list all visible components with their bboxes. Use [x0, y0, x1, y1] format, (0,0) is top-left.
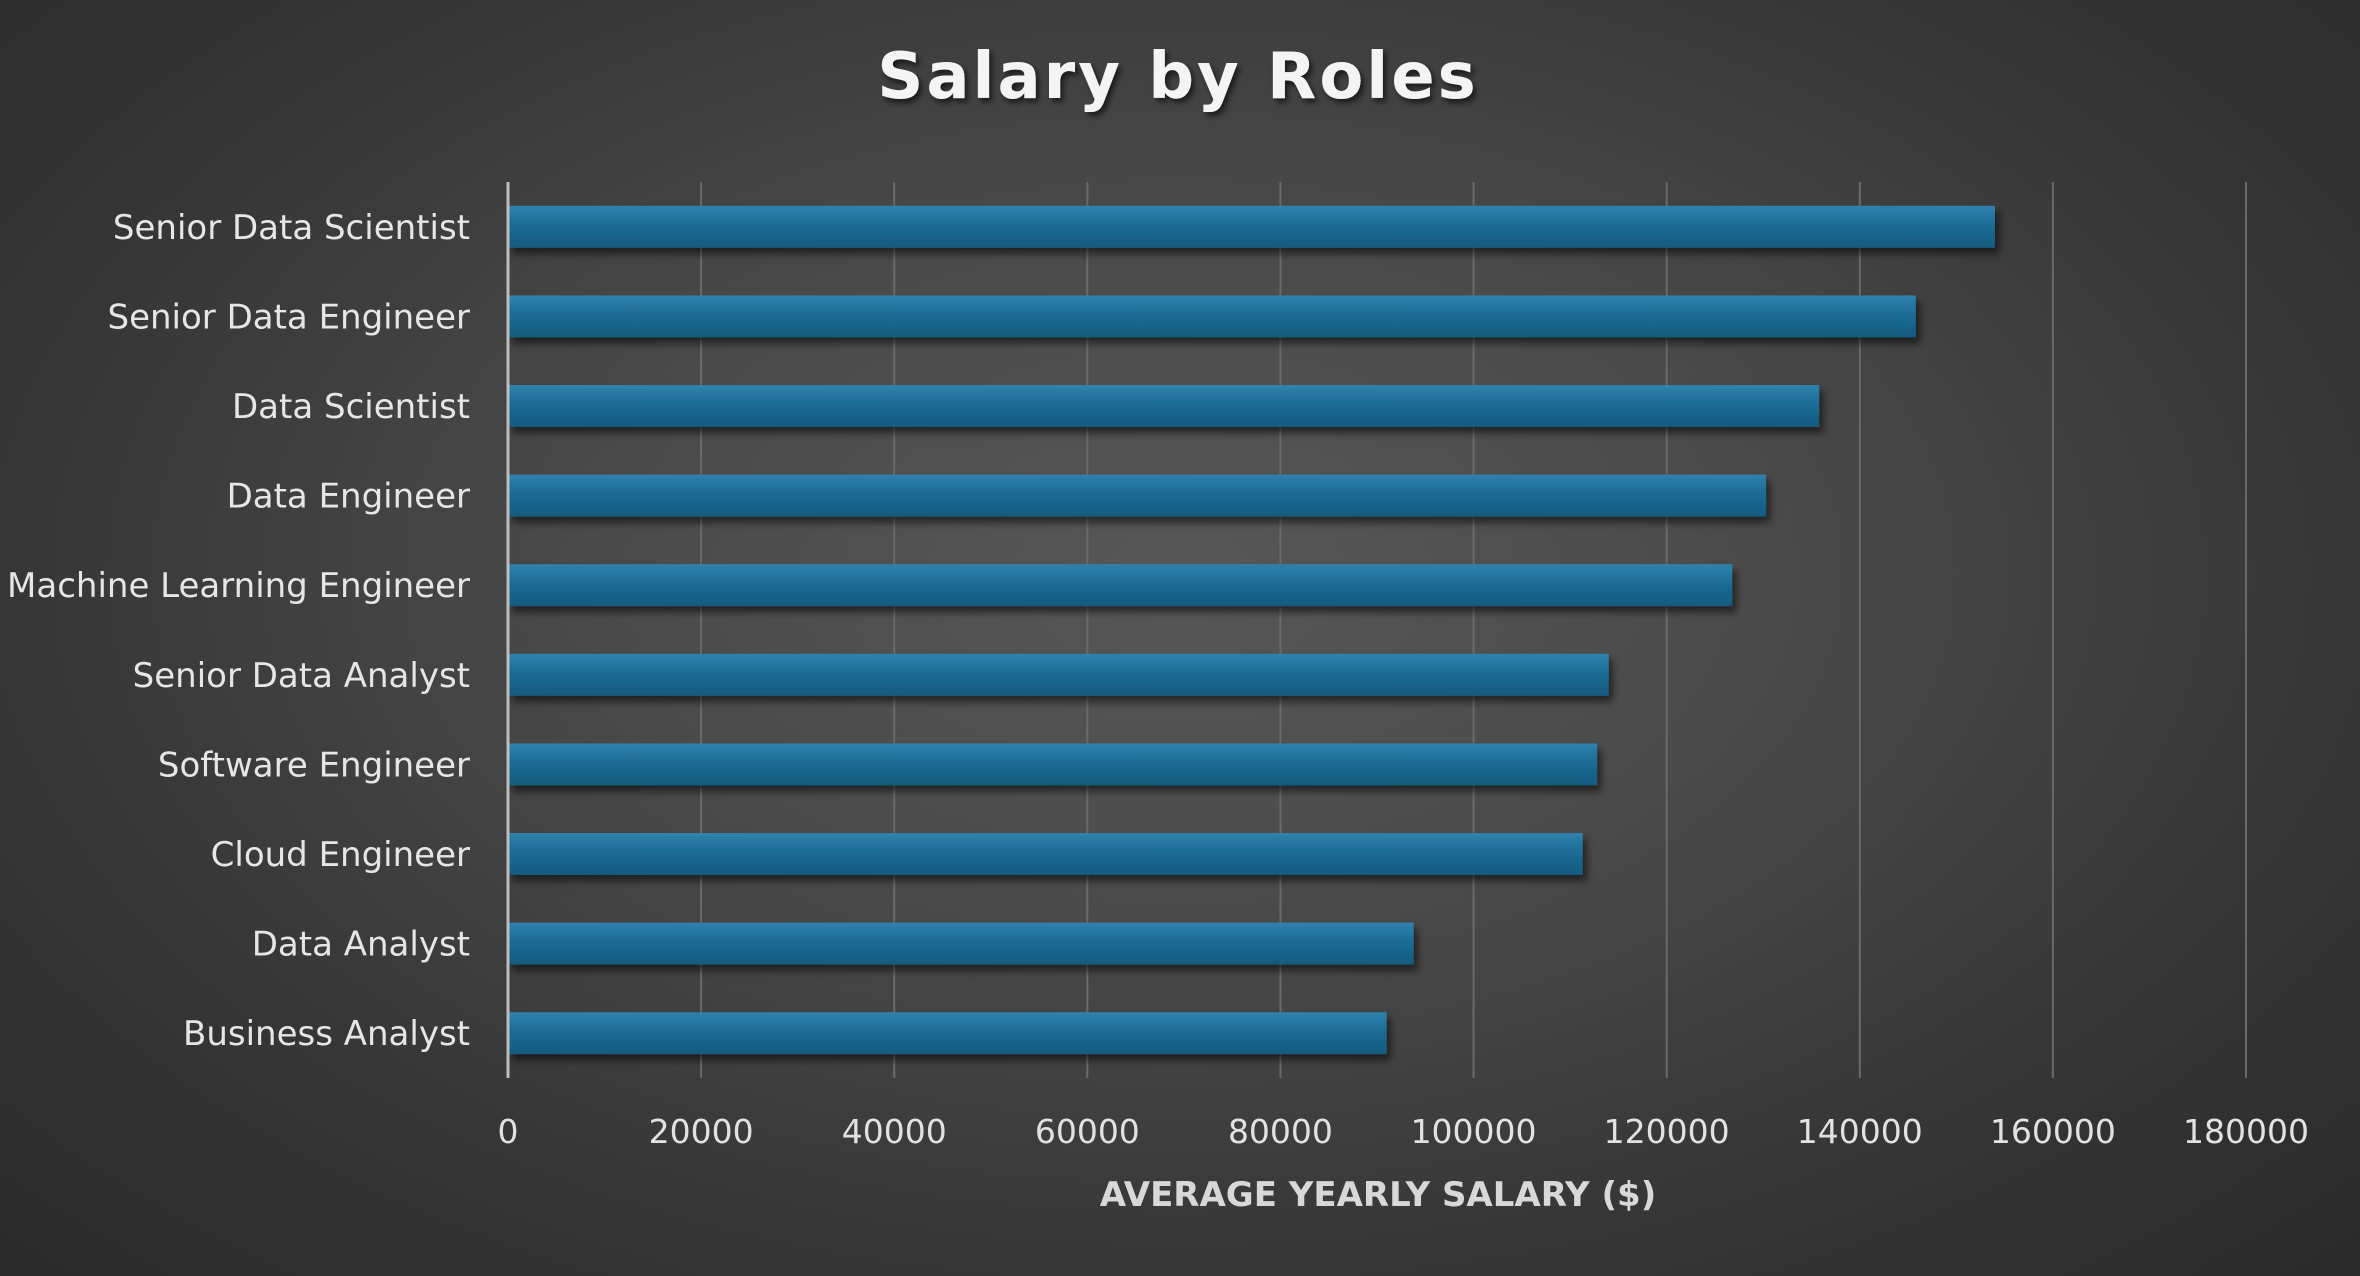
category-label: Data Engineer	[227, 477, 470, 517]
bar	[508, 743, 1598, 786]
x-tick-label: 80000	[1228, 1112, 1333, 1151]
bar	[508, 833, 1583, 875]
bar	[508, 564, 1733, 607]
x-tick-label: 140000	[1797, 1112, 1923, 1151]
bar	[508, 385, 1820, 427]
x-tick-label: 60000	[1035, 1112, 1140, 1151]
bars	[508, 205, 1995, 1055]
x-tick-label: 160000	[1990, 1112, 2116, 1151]
category-label: Cloud Engineer	[211, 835, 470, 875]
x-tick-label: 120000	[1604, 1112, 1730, 1151]
bar	[508, 295, 1916, 338]
category-label: Senior Data Scientist	[113, 208, 470, 248]
category-label: Senior Data Analyst	[133, 656, 470, 696]
bar	[508, 922, 1414, 965]
x-tick-label: 20000	[649, 1112, 754, 1151]
x-tick-label: 100000	[1411, 1112, 1537, 1151]
category-label: Data Scientist	[232, 387, 470, 427]
bar	[508, 474, 1767, 517]
x-tick-labels: 0 20000 40000 60000 80000 100000 120000 140000 1…	[498, 1112, 2309, 1151]
bar	[508, 1012, 1387, 1055]
category-label: Software Engineer	[158, 745, 470, 785]
category-label: Data Analyst	[252, 925, 470, 965]
x-tick-label: 40000	[842, 1112, 947, 1151]
x-tick-label: 180000	[2183, 1112, 2309, 1151]
category-label: Machine Learning Engineer	[7, 566, 470, 606]
bar	[508, 653, 1609, 696]
chart-title: Salary by Roles	[877, 40, 1478, 114]
x-axis-title: AVERAGE YEARLY SALARY ($)	[1100, 1175, 1656, 1215]
category-label: Business Analyst	[183, 1014, 470, 1054]
x-tick-label: 0	[498, 1112, 519, 1151]
category-label: Senior Data Engineer	[108, 297, 471, 337]
bar	[508, 205, 1995, 248]
category-labels: Senior Data Scientist Senior Data Enginee…	[7, 208, 470, 1054]
